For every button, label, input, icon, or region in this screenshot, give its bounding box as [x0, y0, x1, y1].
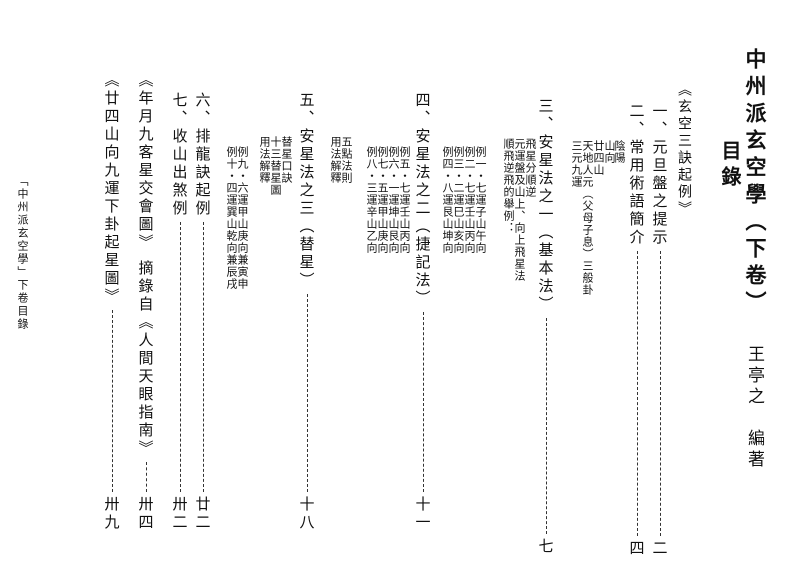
page-number: 十一: [413, 496, 432, 532]
page-number: 卅四: [136, 496, 155, 532]
toc-entry-3[interactable]: 三、安星法之一（基本法） 七: [536, 98, 556, 556]
toc-entry-4[interactable]: 四、安星法之二（捷記法） 十一: [413, 92, 433, 532]
entry-label: 《廿四山向九運下卦起星圖》: [102, 72, 121, 306]
sub-item: 順飛逆飛的舉例：: [502, 138, 515, 234]
example-item: 例三・二運巳山亥向: [452, 146, 465, 254]
toc-heading: 目錄: [718, 140, 742, 192]
dot-leader: [111, 310, 113, 492]
example-item: 例一・七運子山午向: [474, 146, 487, 254]
sub-item: 元運盤及山上、向上飛星法: [513, 138, 526, 282]
sub-item: 陰陽: [613, 140, 626, 164]
toc-entry-5[interactable]: 五、安星法之三（替星） 十八: [297, 92, 317, 532]
toc-entry-2[interactable]: 二、常用術語簡介四: [627, 103, 647, 558]
entry-label: 二、常用術語簡介: [627, 103, 646, 247]
sub-item: 廿四山: [592, 140, 605, 176]
toc-entry-6[interactable]: 六、排龍訣起例 廿二: [193, 92, 213, 532]
example-item: 例十・四運巽山乾向兼辰戌: [225, 146, 238, 290]
author: 王亭之 編著: [744, 345, 764, 471]
entry-label: 七、收山出煞例: [170, 92, 189, 218]
dot-leader: [306, 294, 308, 492]
entry-label: 六、排龍訣起例: [193, 92, 212, 218]
dot-leader: [659, 251, 661, 536]
dot-leader: [145, 461, 147, 492]
example-item: 例六・一運坤山艮向: [387, 146, 400, 254]
entry-label: 《年月九客星交會圖》 摘錄自《人間天眼指南》: [136, 72, 155, 458]
toc-entry-8[interactable]: 《年月九客星交會圖》 摘錄自《人間天眼指南》卅四: [136, 72, 156, 532]
example-item: 例四・八運艮山坤向: [441, 146, 454, 254]
dot-leader: [422, 312, 424, 492]
page-footer: 「中州派玄空學」下卷目錄: [16, 175, 29, 331]
page-number: 四: [627, 540, 646, 558]
toc-entry-9[interactable]: 《廿四山向九運下卦起星圖》卅九: [102, 72, 122, 532]
sub-item: 飛星分順逆: [524, 138, 537, 198]
toc-entry-7[interactable]: 七、收山出煞例 卅二: [170, 92, 190, 532]
sub-item: 五點法則: [340, 136, 353, 184]
sub-item: 用法解釋: [258, 136, 271, 184]
example-item: 例七・五運甲山庚向: [376, 146, 389, 254]
dot-leader: [545, 318, 547, 534]
sub-item: 山向: [603, 140, 616, 164]
example-item: 例五・七運壬山丙向: [398, 146, 411, 254]
example-item: 例二・七運壬山丙向: [463, 146, 476, 254]
page-number: 二: [650, 540, 669, 558]
example-item: 例八・三運辛山乙向: [365, 146, 378, 254]
sub-item: 天地人元（父母子息）三般卦: [581, 140, 594, 296]
book-title: 中州派玄空學（下卷）: [743, 48, 768, 318]
dot-leader: [179, 222, 181, 492]
entry-label: 五、安星法之三（替星）: [297, 92, 316, 290]
entry-label: 一、元旦盤之提示: [650, 103, 669, 247]
sub-item: 十三替星圖: [269, 136, 282, 196]
page-number: 廿二: [193, 496, 212, 532]
dot-leader: [202, 222, 204, 492]
toc-entry-1[interactable]: 一、元旦盤之提示二: [650, 103, 670, 558]
dot-leader: [636, 251, 638, 536]
page-number: 卅二: [170, 496, 189, 532]
entry-label: 三、安星法之一（基本法）: [536, 98, 555, 314]
section-heading: 《玄空三訣起例》: [676, 82, 692, 218]
sub-item: 替星口訣: [280, 136, 293, 184]
sub-item: 用法解釋: [329, 136, 342, 184]
page-number: 七: [536, 538, 555, 556]
example-item: 例九・六運甲山庚向兼寅申: [236, 146, 249, 290]
page-number: 十八: [297, 496, 316, 532]
page-number: 卅九: [102, 496, 121, 532]
sub-item: 三元九運: [570, 140, 583, 188]
entry-label: 四、安星法之二（捷記法）: [413, 92, 432, 308]
